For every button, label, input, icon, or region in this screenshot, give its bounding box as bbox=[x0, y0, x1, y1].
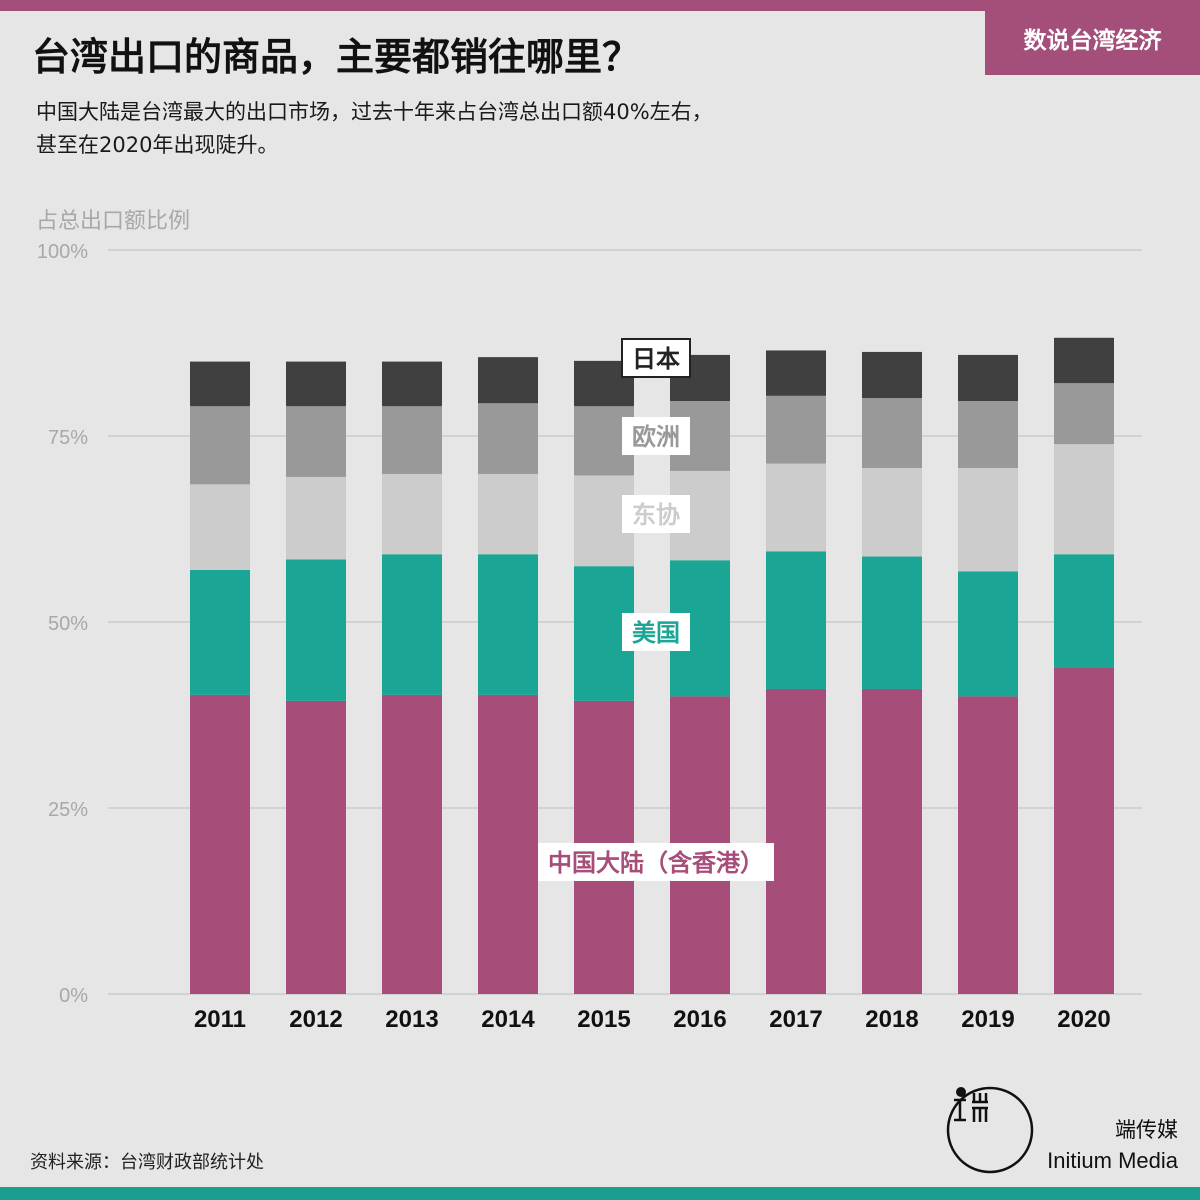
bar-segment bbox=[286, 559, 346, 701]
bar-segment bbox=[958, 467, 1018, 572]
x-tick-label: 2014 bbox=[481, 1006, 535, 1033]
chart-subtitle: 中国大陆是台湾最大的出口市场，过去十年来占台湾总出口额40%左右， 甚至在202… bbox=[36, 96, 936, 162]
y-tick-label: 50% bbox=[48, 613, 88, 635]
stacked-bar-chart: 中国大陆（含香港） 美国 东协 欧洲 日本 0% 25% 50% 75% 100% 2011 201… bbox=[36, 209, 1142, 1033]
bar-segment bbox=[382, 361, 442, 407]
series-label: 日本 bbox=[632, 345, 680, 373]
series-tag: 数说台湾经济 bbox=[985, 0, 1200, 75]
bar-segment bbox=[382, 554, 442, 695]
x-tick-label: 2015 bbox=[577, 1006, 630, 1033]
top-accent-bar bbox=[0, 0, 1200, 11]
bar-segment bbox=[862, 398, 922, 468]
series-label: 中国大陆（含香港） bbox=[548, 849, 764, 877]
subtitle-line-1: 中国大陆是台湾最大的出口市场，过去十年来占台湾总出口额40%左右， bbox=[36, 100, 713, 124]
y-tick-label: 100% bbox=[37, 241, 88, 263]
bar-segment bbox=[766, 395, 826, 464]
series-label-box bbox=[622, 495, 690, 533]
bar-segment bbox=[286, 476, 346, 560]
bar-segment bbox=[478, 694, 538, 994]
bar-segment bbox=[862, 556, 922, 689]
brand-name-en: Initium Media bbox=[1047, 1148, 1178, 1173]
bar-segment bbox=[382, 473, 442, 555]
series-label: 美国 bbox=[632, 619, 680, 647]
bar-segment bbox=[1054, 554, 1114, 668]
bar-segment bbox=[1054, 667, 1114, 994]
bar-segment bbox=[766, 688, 826, 994]
x-tick-label: 2019 bbox=[961, 1006, 1014, 1033]
x-tick-label: 2011 bbox=[194, 1006, 246, 1033]
bar-segment bbox=[766, 463, 826, 552]
bar-segment bbox=[286, 361, 346, 407]
chart-title: 台湾出口的商品，主要都销往哪里？ bbox=[32, 35, 641, 79]
bar-segment bbox=[862, 351, 922, 399]
bar-segment bbox=[190, 484, 250, 570]
series-label-box bbox=[622, 613, 690, 651]
bars bbox=[190, 337, 1114, 994]
axis-ticks: 0% 25% 50% 75% 100% 2011 2012 2013 2014 2015 2016 2… bbox=[37, 241, 1111, 1033]
source-note: 资料来源：台湾财政部统计处 bbox=[30, 1152, 264, 1173]
bar-segment bbox=[478, 357, 538, 404]
bar-segment bbox=[1054, 337, 1114, 384]
y-axis-label: 占总出口额比例 bbox=[36, 209, 190, 234]
y-tick-label: 75% bbox=[48, 427, 88, 449]
bar-segment bbox=[766, 350, 826, 396]
bar-segment bbox=[382, 694, 442, 994]
series-label-box bbox=[621, 338, 691, 378]
series-label-box bbox=[538, 843, 774, 881]
bar-segment bbox=[478, 403, 538, 474]
bar-segment bbox=[766, 551, 826, 689]
subtitle-line-2: 甚至在2020年出现陡升。 bbox=[36, 133, 279, 157]
series-labels: 中国大陆（含香港） 美国 东协 欧洲 日本 bbox=[538, 338, 774, 881]
bar-segment bbox=[958, 696, 1018, 994]
x-tick-label: 2016 bbox=[673, 1006, 726, 1033]
bar-segment bbox=[286, 406, 346, 477]
bar-segment bbox=[190, 694, 250, 994]
x-tick-label: 2018 bbox=[865, 1006, 918, 1033]
y-tick-label: 0% bbox=[59, 985, 88, 1007]
bar-segment bbox=[190, 361, 250, 407]
y-tick-label: 25% bbox=[48, 799, 88, 821]
bar-segment bbox=[958, 401, 1018, 468]
bar-segment bbox=[478, 554, 538, 695]
bar-segment bbox=[958, 354, 1018, 402]
initium-logo-icon bbox=[946, 1086, 1034, 1174]
brand-name-cn: 端传媒 bbox=[1115, 1118, 1178, 1142]
series-label-box bbox=[622, 417, 690, 455]
bar-segment bbox=[862, 688, 922, 994]
bar-segment bbox=[190, 569, 250, 695]
bar-segment bbox=[478, 473, 538, 555]
bar-segment bbox=[286, 700, 346, 994]
bar-segment bbox=[958, 571, 1018, 697]
bar-segment bbox=[382, 406, 442, 474]
x-tick-label: 2017 bbox=[769, 1006, 822, 1033]
bottom-accent-bar bbox=[0, 1187, 1200, 1200]
series-label: 欧洲 bbox=[632, 423, 680, 451]
bar-segment bbox=[1054, 383, 1114, 445]
x-tick-label: 2013 bbox=[385, 1006, 438, 1033]
x-tick-label: 2012 bbox=[289, 1006, 342, 1033]
bar-segment bbox=[862, 467, 922, 557]
bar-segment bbox=[190, 406, 250, 485]
bar-segment bbox=[1054, 444, 1114, 555]
x-tick-label: 2020 bbox=[1057, 1006, 1110, 1033]
series-label: 东协 bbox=[632, 501, 680, 529]
